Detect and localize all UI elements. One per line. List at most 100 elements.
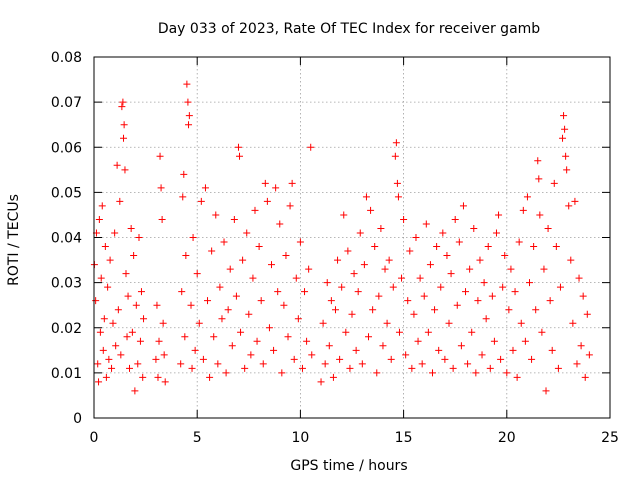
- data-point: [331, 306, 339, 314]
- data-point: [212, 211, 220, 219]
- data-point: [201, 184, 209, 192]
- data-point: [385, 256, 393, 264]
- data-point: [276, 220, 284, 228]
- data-point: [476, 256, 484, 264]
- data-point: [354, 288, 362, 296]
- data-point: [501, 252, 509, 260]
- data-point: [556, 283, 564, 291]
- data-point: [565, 202, 573, 210]
- data-point: [554, 364, 562, 372]
- data-point: [99, 346, 107, 354]
- data-point: [412, 234, 420, 241]
- data-point: [389, 283, 397, 291]
- data-point: [507, 265, 515, 273]
- data-point: [453, 301, 461, 309]
- data-point: [294, 315, 302, 323]
- data-point: [210, 333, 218, 341]
- data-point: [552, 243, 560, 251]
- data-point: [317, 378, 325, 386]
- data-point: [197, 197, 205, 205]
- data-point: [153, 301, 161, 309]
- data-point: [319, 319, 327, 327]
- data-point: [439, 229, 447, 237]
- data-point: [204, 297, 212, 305]
- data-point: [243, 229, 251, 237]
- chart-title: Day 033 of 2023, Rate Of TEC Index for r…: [158, 21, 540, 37]
- data-point: [435, 346, 443, 354]
- x-tick-label: 15: [395, 430, 413, 446]
- data-point: [305, 265, 313, 273]
- data-point: [402, 351, 410, 359]
- data-point: [102, 373, 110, 381]
- data-point: [457, 342, 465, 350]
- data-point: [247, 351, 255, 359]
- data-point: [120, 121, 128, 129]
- data-point: [462, 288, 470, 296]
- data-point: [377, 224, 385, 232]
- data-point: [118, 103, 126, 111]
- data-point: [400, 215, 408, 223]
- data-point: [257, 297, 265, 305]
- data-point: [234, 143, 242, 151]
- data-point: [255, 243, 263, 251]
- data-point: [511, 288, 519, 296]
- data-point: [534, 157, 542, 165]
- data-point: [561, 125, 569, 133]
- data-point: [132, 301, 140, 309]
- data-point: [259, 360, 267, 368]
- data-point: [108, 364, 116, 372]
- data-point: [352, 346, 360, 354]
- data-point: [98, 202, 106, 210]
- data-point: [298, 364, 306, 372]
- data-point: [239, 256, 247, 264]
- y-tick-label: 0.05: [51, 185, 82, 201]
- data-point: [179, 193, 187, 201]
- data-point: [523, 193, 531, 201]
- data-point: [261, 179, 269, 187]
- data-point: [137, 288, 145, 296]
- data-point: [301, 288, 309, 296]
- data-point: [569, 319, 577, 327]
- data-point: [365, 333, 373, 341]
- data-point: [505, 306, 513, 314]
- data-point: [268, 261, 276, 269]
- data-point: [562, 152, 570, 160]
- data-points: [90, 80, 593, 395]
- data-point: [222, 369, 230, 377]
- data-point: [296, 238, 304, 246]
- data-point: [140, 315, 148, 323]
- data-point: [94, 360, 102, 368]
- data-point: [426, 261, 434, 269]
- data-point: [577, 342, 585, 350]
- data-point: [237, 328, 245, 336]
- data-point: [342, 328, 350, 336]
- data-point: [559, 134, 567, 142]
- data-point: [152, 355, 160, 363]
- data-point: [177, 360, 185, 368]
- data-point: [112, 342, 120, 350]
- y-tick-label: 0.03: [51, 276, 82, 292]
- data-point: [121, 166, 129, 174]
- data-point: [214, 360, 222, 368]
- data-point: [350, 270, 358, 278]
- data-point: [185, 112, 193, 120]
- x-tick-label: 0: [90, 430, 99, 446]
- data-point: [468, 328, 476, 336]
- data-point: [329, 373, 337, 381]
- data-point: [526, 279, 534, 287]
- data-point: [497, 355, 505, 363]
- data-point: [348, 310, 356, 318]
- data-point: [340, 211, 348, 219]
- data-point: [230, 215, 238, 223]
- data-point: [515, 238, 523, 246]
- data-point: [358, 360, 366, 368]
- data-point: [139, 373, 147, 381]
- data-point: [542, 387, 550, 395]
- data-point: [226, 265, 234, 273]
- data-point: [159, 319, 167, 327]
- data-point: [428, 369, 436, 377]
- data-point: [474, 297, 482, 305]
- data-point: [274, 288, 282, 296]
- data-point: [581, 373, 589, 381]
